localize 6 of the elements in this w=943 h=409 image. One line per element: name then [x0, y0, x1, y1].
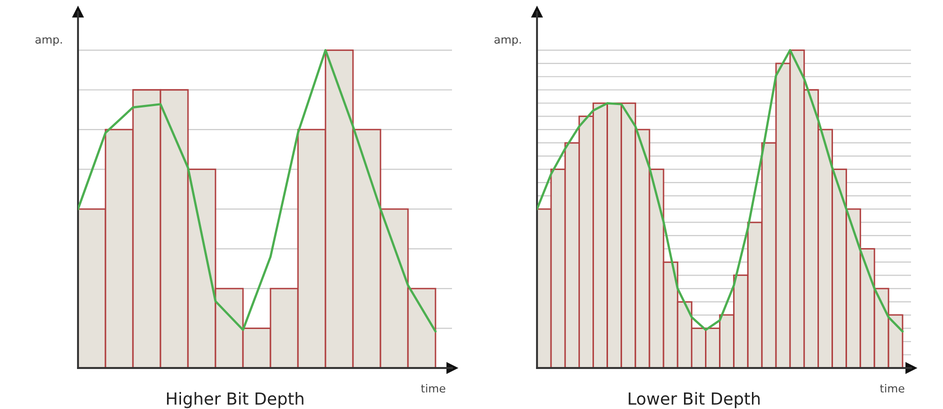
text: Higher Bit Depth — [167, 392, 304, 408]
text: Lower Bit Depth — [628, 392, 760, 408]
x-axis-title: time — [880, 384, 904, 393]
y-axis-title: amp. — [494, 37, 521, 46]
y-axis-title: amp. — [35, 37, 62, 46]
x-axis-title: time — [421, 384, 446, 393]
